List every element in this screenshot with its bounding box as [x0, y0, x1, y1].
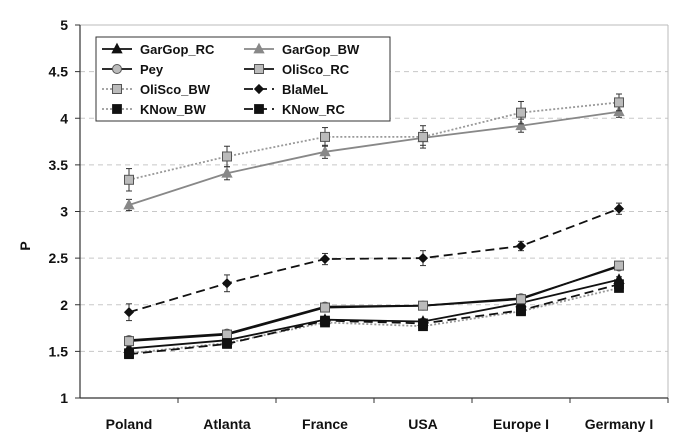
legend-item: BlaMeL: [244, 82, 328, 97]
legend: GarGop_RC GarGop_BW Pey OliSco_RC OliSco_BW B…: [95, 36, 391, 122]
square-marker: [124, 349, 134, 360]
legend-label: OliSco_BW: [140, 82, 211, 97]
square-marker: [516, 305, 526, 316]
square-marker: [124, 336, 134, 347]
square-marker: [222, 339, 232, 349]
legend-item: Pey: [102, 62, 164, 77]
legend-label: OliSco_RC: [282, 62, 350, 77]
legend-item: OliSco_RC: [244, 62, 350, 77]
series-BlaMeL: [123, 202, 625, 322]
square-marker: [418, 131, 428, 142]
x-tick-label: Poland: [106, 416, 153, 432]
legend-box: [95, 36, 391, 122]
square-marker: [254, 64, 264, 74]
legend-item: OliSco_BW: [102, 82, 211, 97]
series-line: [128, 101, 620, 181]
legend-label: GarGop_RC: [140, 42, 215, 57]
square-marker: [418, 318, 428, 329]
y-tick-label: 3: [60, 204, 68, 220]
diamond-marker: [613, 203, 625, 214]
legend-item: KNow_BW: [102, 102, 206, 117]
square-marker: [614, 260, 624, 271]
square-marker: [124, 174, 134, 185]
series-line: [128, 278, 620, 350]
series-line: [128, 207, 620, 314]
triangle-marker: [319, 145, 331, 157]
y-tick-label: 1.5: [49, 343, 69, 359]
diamond-marker: [253, 83, 265, 95]
diamond-marker: [319, 253, 331, 265]
square-marker: [320, 315, 330, 326]
legend-item: GarGop_RC: [102, 42, 215, 57]
y-tick-label: 2.5: [49, 250, 69, 266]
triangle-marker: [123, 198, 135, 210]
legend-label: Pey: [140, 62, 164, 77]
series-line: [128, 283, 620, 356]
y-tick-label: 3.5: [49, 157, 69, 173]
circle-marker: [112, 64, 122, 74]
legend-label: GarGop_BW: [282, 42, 360, 57]
legend-item: KNow_RC: [244, 102, 345, 117]
y-tick-label: 5: [60, 17, 68, 33]
axes: 1 1.5 2 2.5 3 3.5 4 4.5 5 Poland Atlanta France USA E…: [49, 17, 669, 432]
y-tick-label: 4.5: [49, 64, 69, 80]
y-axis-title: P: [17, 241, 33, 250]
series-line: [128, 287, 620, 355]
triangle-marker: [221, 166, 233, 178]
x-tick-label: Europe I: [493, 416, 549, 432]
square-marker: [614, 97, 624, 108]
series-OliSco_BW: [124, 93, 624, 192]
square-marker: [254, 104, 264, 114]
x-tick-label: Germany I: [585, 416, 653, 432]
series-line: [128, 110, 620, 206]
square-marker: [418, 300, 428, 311]
diamond-marker: [417, 253, 429, 264]
legend-item: GarGop_BW: [244, 42, 360, 57]
x-tick-label: USA: [408, 416, 438, 432]
square-marker: [320, 131, 330, 142]
series-line: [128, 264, 620, 343]
square-marker: [516, 107, 526, 118]
triangle-marker: [515, 119, 527, 131]
square-marker: [614, 279, 624, 290]
series-KNow_RC: [124, 279, 624, 360]
legend-label: BlaMeL: [282, 82, 328, 97]
square-marker: [112, 104, 122, 114]
square-marker: [222, 151, 232, 162]
y-tick-label: 2: [60, 297, 68, 313]
legend-label: KNow_RC: [282, 102, 345, 117]
diamond-marker: [221, 278, 233, 289]
y-tick-label: 4: [60, 110, 68, 126]
x-tick-label: France: [302, 416, 348, 432]
triangle-marker: [253, 42, 265, 54]
legend-label: KNow_BW: [140, 102, 206, 117]
square-marker: [222, 329, 232, 340]
square-marker: [320, 302, 330, 313]
square-marker: [112, 84, 122, 94]
diamond-marker: [123, 307, 135, 318]
diamond-marker: [515, 240, 527, 252]
y-tick-label: 1: [60, 390, 68, 406]
x-tick-label: Atlanta: [203, 416, 251, 432]
square-marker: [516, 294, 526, 305]
triangle-marker: [111, 42, 123, 54]
series-group: [123, 93, 625, 360]
